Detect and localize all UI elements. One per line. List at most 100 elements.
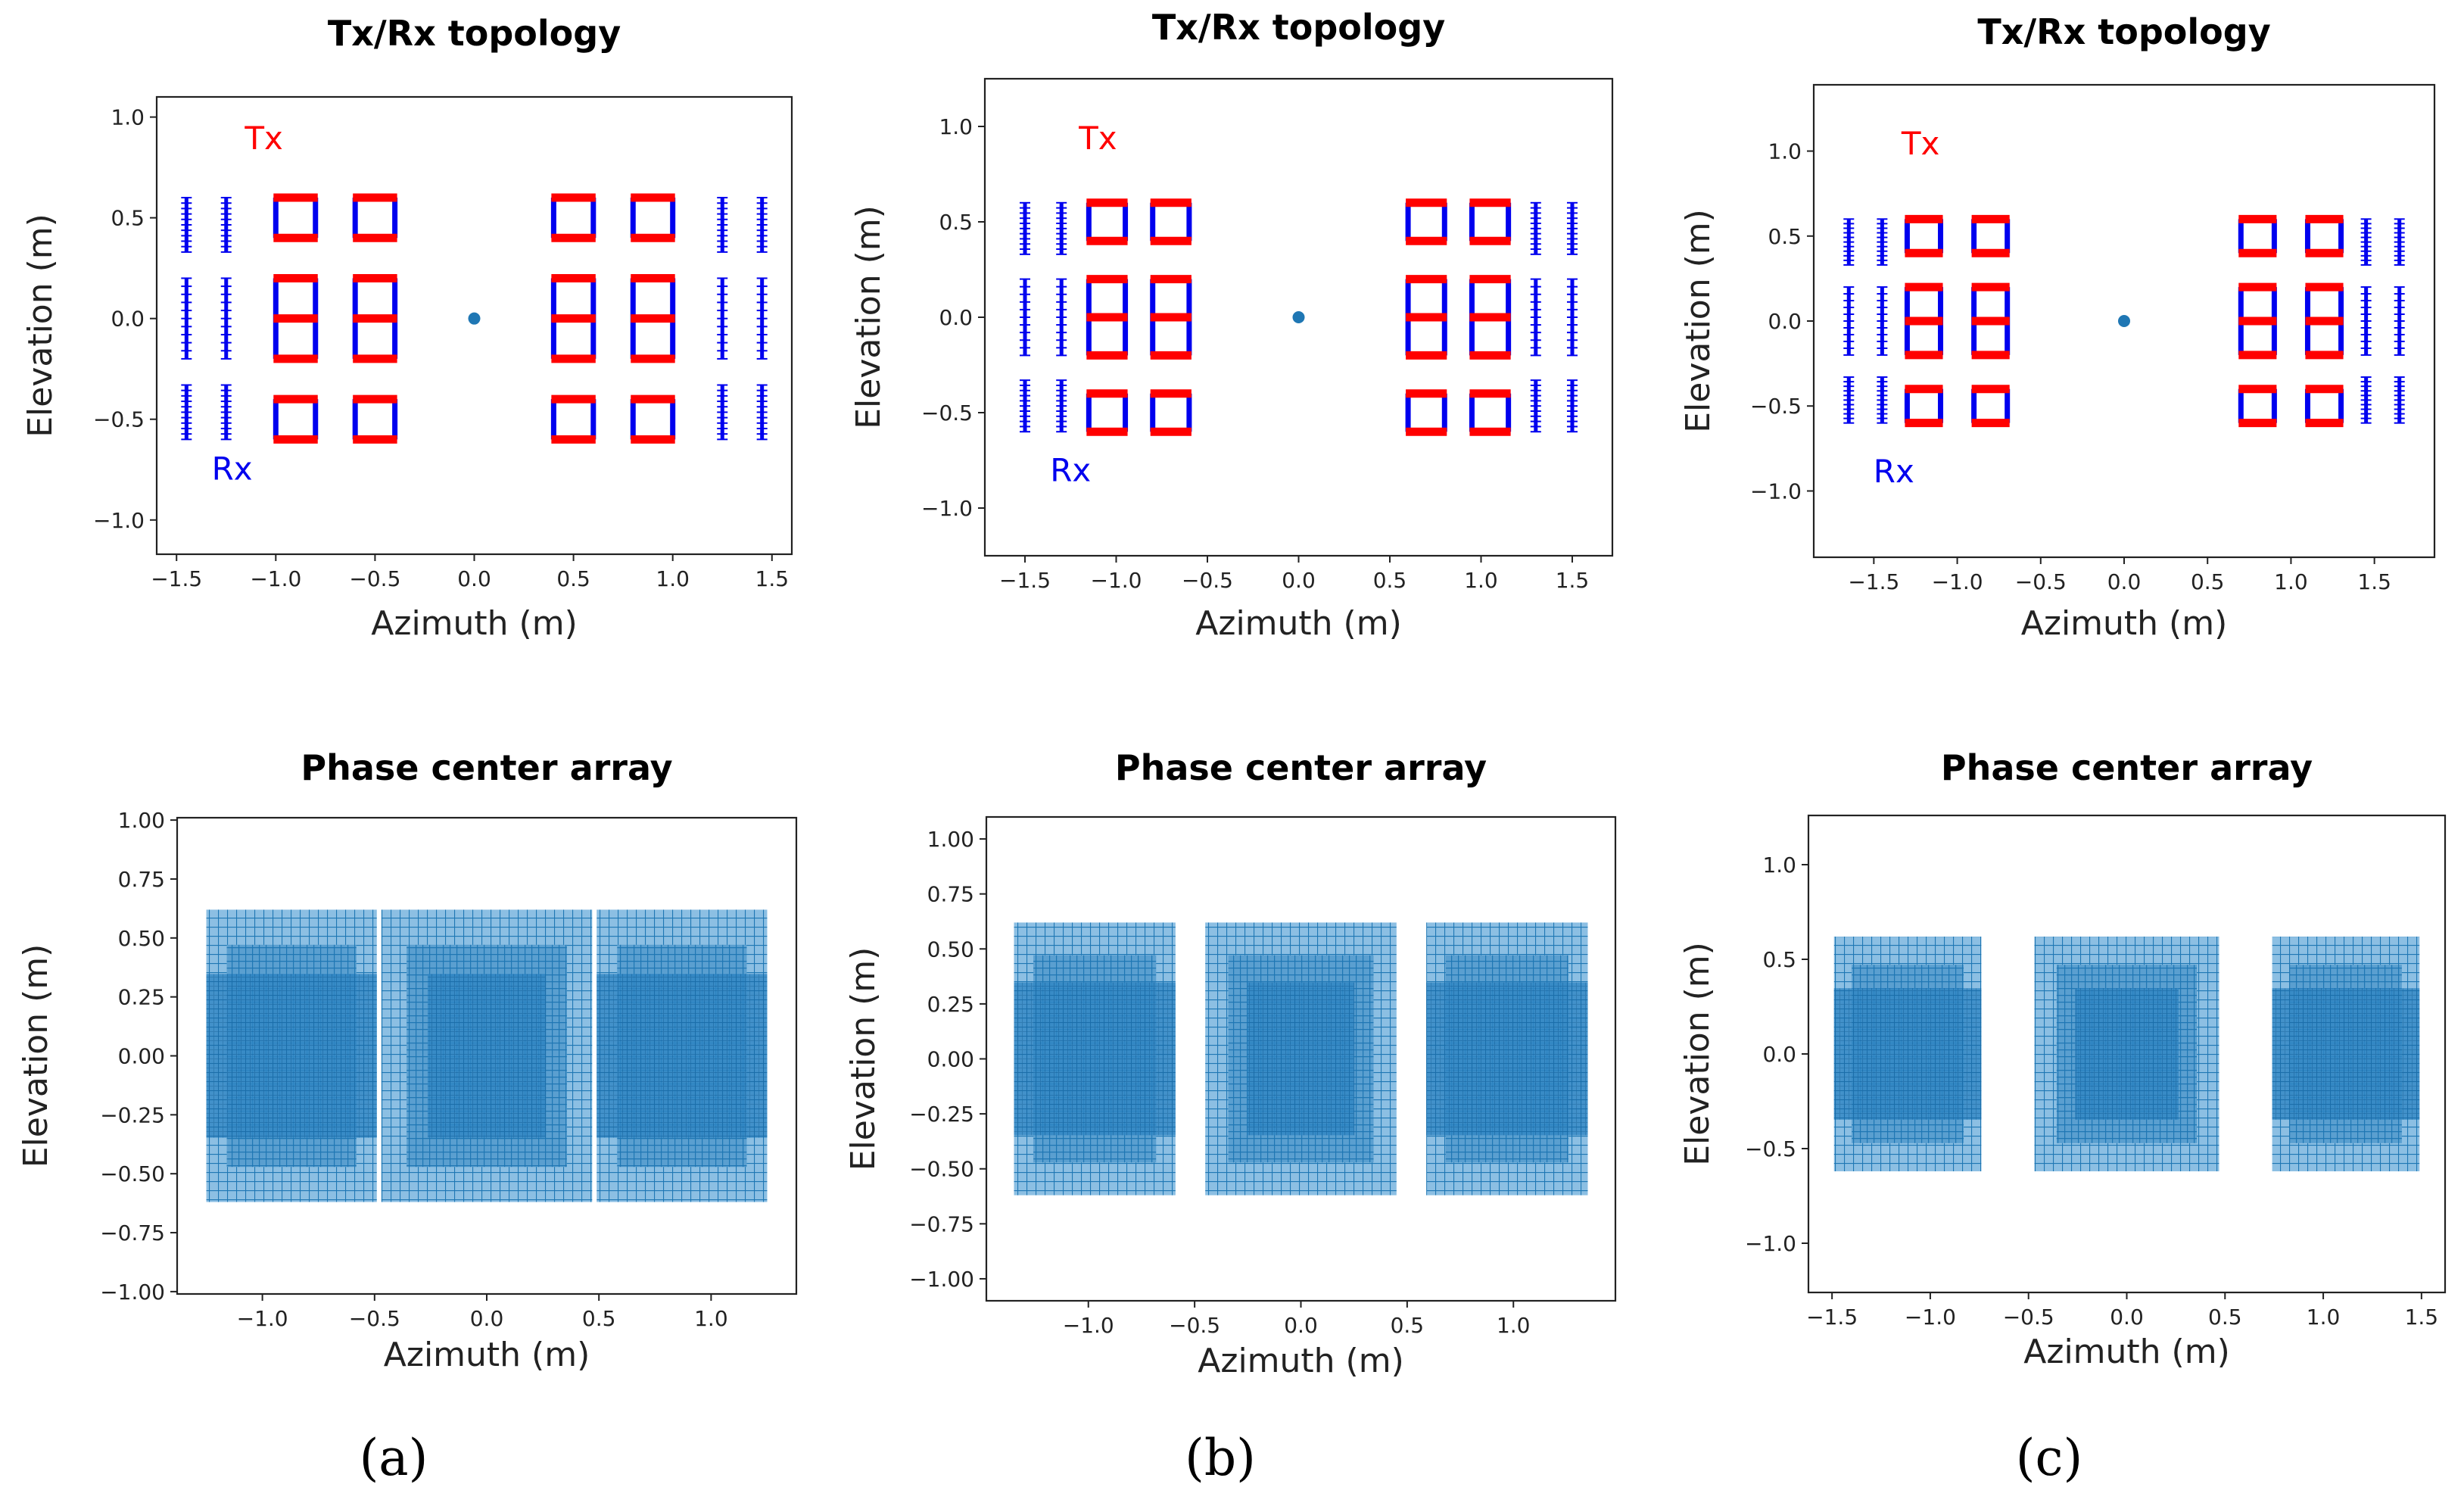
y-tick-label: 0.5 [1762,947,1796,972]
x-tick-label: 1.5 [2357,569,2391,594]
plot-marks [181,193,768,444]
x-tick-label: −1.0 [1091,568,1142,593]
y-tick-label: 1.0 [1768,139,1802,164]
panel-label-b: (b) [1185,1429,1256,1487]
annotation-tx: Tx [1901,125,1940,162]
chart-title: Tx/Rx topology [1977,11,2270,52]
x-tick-label: 1.0 [1464,568,1498,593]
chart-1: Tx/Rx topology Tx Rx −1.5 −1.0 −0.5 0.0 0.5 1.0 1… [21,13,793,643]
x-tick-label: 0.0 [2110,1305,2144,1330]
y-tick-label: 0.0 [1768,309,1802,334]
x-axis-label: Azimuth (m) [371,604,578,643]
x-axis-label: Azimuth (m) [1198,1342,1404,1380]
y-tick-label: −0.5 [921,401,973,426]
x-tick-label: 0.5 [2191,569,2225,594]
x-tick-label: −0.5 [2015,569,2067,594]
y-tick-label: −0.5 [1745,1136,1796,1161]
x-tick-label: −1.5 [1848,569,1899,594]
y-tick-label: 0.75 [118,867,165,892]
phase-center-block-dense [2272,988,2420,1120]
y-tick-label: −0.50 [909,1157,974,1182]
x-tick-label: 1.0 [1497,1313,1531,1338]
phase-center-block-dense [1247,982,1355,1136]
y-axis-label: Elevation (m) [21,214,60,438]
y-tick-label: 0.0 [111,307,145,332]
y-tick-label: −1.00 [100,1280,165,1305]
x-tick-label: −1.5 [151,566,202,591]
y-tick-label: 1.0 [111,105,145,130]
x-tick-label: 0.0 [470,1306,504,1331]
x-tick-label: 0.0 [1282,568,1316,593]
x-tick-label: 0.5 [1373,568,1407,593]
y-tick-label: −0.75 [909,1211,974,1236]
chart-5: Phase center array −1.0 −0.5 0.0 0.5 1.0 −1.00… [844,747,1617,1380]
x-tick-label: −1.0 [1063,1313,1114,1338]
y-tick-label: 0.0 [939,305,973,330]
y-tick-label: 0.00 [927,1047,974,1072]
chart-title: Phase center array [1115,747,1487,788]
y-tick-label: 1.0 [939,114,973,139]
y-tick-label: 1.0 [1762,853,1796,878]
y-tick-label: −0.75 [100,1221,165,1246]
x-tick-label: −0.5 [1182,568,1233,593]
x-axis-label: Azimuth (m) [384,1336,590,1374]
x-tick-label: 0.0 [457,566,491,591]
x-axis-label: Azimuth (m) [2021,604,2228,643]
chart-4: Phase center array −1.0 −0.5 0.0 0.5 1.0 −1.00… [17,747,798,1374]
x-tick-label: −1.0 [1905,1305,1956,1330]
panel-label-a: (a) [360,1429,428,1487]
x-tick-label: 1.5 [1556,568,1590,593]
charts-root: Tx/Rx topology Tx Rx −1.5 −1.0 −0.5 0.0 0.5 1.0 1… [17,7,2447,1380]
x-tick-label: −1.0 [250,566,301,591]
phase-center-block-dense [597,974,768,1138]
x-tick-label: 1.0 [694,1306,728,1331]
plot-marks [1014,922,1588,1196]
x-tick-label: 0.5 [1391,1313,1425,1338]
x-tick-label: −1.0 [1932,569,1983,594]
y-axis-label: Elevation (m) [844,947,883,1171]
annotation-rx: Rx [1050,452,1091,489]
phase-center-block-dense [2075,988,2179,1120]
y-tick-label: 0.5 [111,206,145,231]
y-tick-label: −0.50 [100,1161,165,1186]
x-tick-label: 1.0 [2274,569,2308,594]
plot-marks [1843,214,2405,428]
annotation-rx: Rx [212,451,253,488]
y-tick-label: 0.0 [1762,1042,1796,1067]
plot-marks [206,909,768,1202]
x-tick-label: 0.0 [2107,569,2142,594]
x-tick-label: −0.5 [349,566,400,591]
y-tick-label: −1.0 [1745,1231,1796,1256]
chart-3: Tx/Rx topology Tx Rx −1.5 −1.0 −0.5 0.0 0.5 1.0 1… [1679,11,2436,643]
y-tick-label: 0.50 [927,937,974,962]
panel-labels: (a) (b) (c) [360,1429,2083,1487]
y-tick-label: 0.75 [927,882,974,907]
chart-title: Phase center array [301,747,672,788]
y-axis-label: Elevation (m) [17,944,55,1168]
annotation-rx: Rx [1874,453,1914,490]
annotation-tx: Tx [1078,120,1117,157]
y-tick-label: −0.25 [100,1102,165,1127]
x-tick-label: 0.5 [582,1306,616,1331]
x-tick-label: 1.5 [2405,1305,2439,1330]
x-tick-label: 0.5 [2208,1305,2242,1330]
y-tick-label: 0.5 [1768,224,1802,249]
x-tick-label: 1.5 [755,566,790,591]
x-axis-label: Azimuth (m) [1195,604,1402,643]
chart-title: Tx/Rx topology [1152,7,1445,48]
y-tick-label: −1.00 [909,1267,974,1292]
y-tick-label: −0.5 [1750,394,1802,419]
y-tick-label: −1.0 [93,508,145,533]
x-tick-label: −1.5 [999,568,1051,593]
x-tick-label: −0.5 [2003,1305,2054,1330]
y-tick-label: 0.5 [939,210,973,235]
y-tick-label: 0.25 [118,985,165,1010]
y-tick-label: 0.00 [118,1044,165,1069]
y-axis-label: Elevation (m) [1678,942,1717,1166]
phase-center-block-dense [1833,988,1982,1120]
y-axis-label: Elevation (m) [849,205,888,429]
panel-label-c: (c) [2016,1429,2082,1487]
plot-marks [1020,198,1578,436]
x-axis-label: Azimuth (m) [2023,1333,2230,1371]
